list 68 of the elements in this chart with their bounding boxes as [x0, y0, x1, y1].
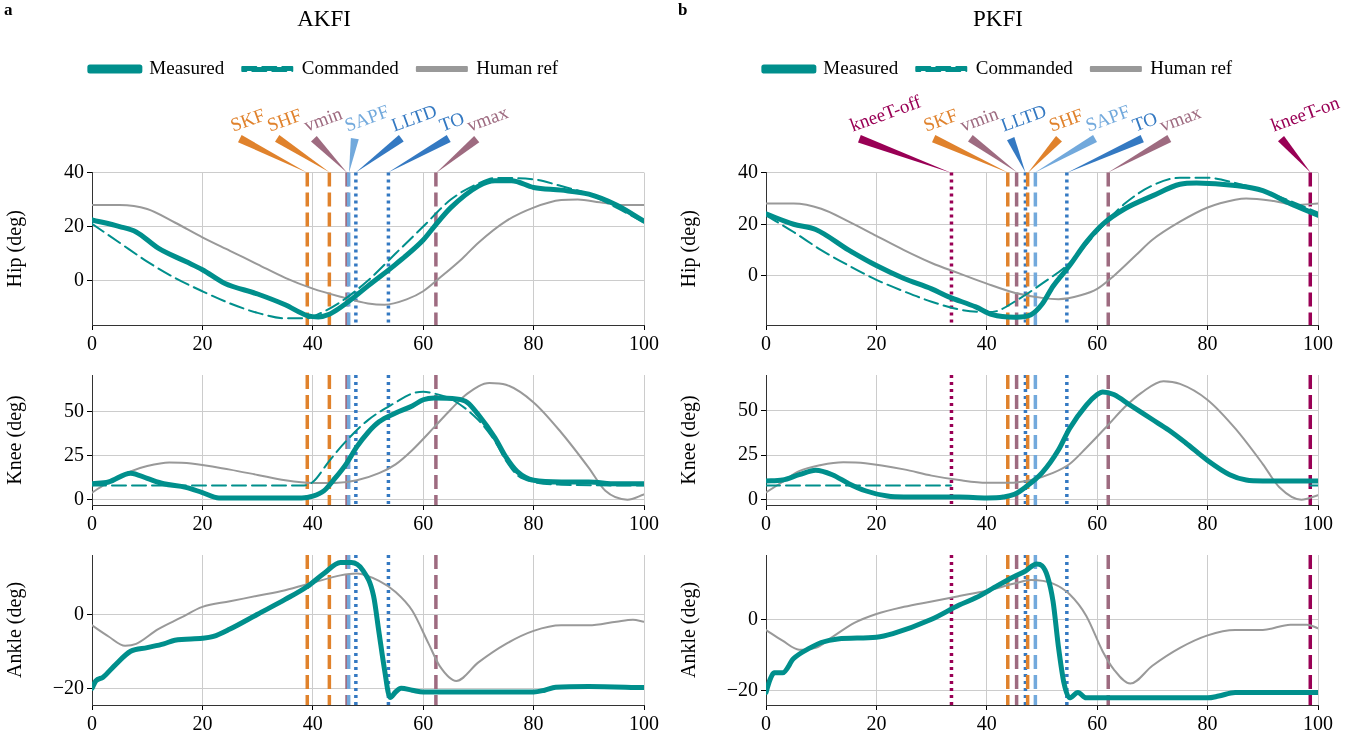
x-tick-label: 80: [1197, 332, 1218, 355]
x-tick-label: 60: [1087, 712, 1108, 735]
y-tick-label: 20: [738, 211, 758, 234]
y-tick-label: 0: [74, 267, 84, 290]
y-tick-label: −20: [726, 677, 758, 700]
line-series: [92, 572, 644, 682]
x-tick-label: 20: [866, 512, 887, 535]
x-tick-label: 40: [302, 712, 323, 735]
y-axis-title: Knee (deg): [3, 395, 27, 485]
x-tick-label: 40: [976, 332, 997, 355]
y-tick-label: 25: [64, 442, 84, 465]
y-tick-label: 0: [748, 263, 758, 286]
x-tick-label: 80: [523, 332, 544, 355]
y-tick-label: 0: [748, 486, 758, 509]
y-tick-label: 0: [74, 601, 84, 624]
x-tick-label: 100: [629, 512, 659, 535]
legend-label: Commanded: [301, 57, 400, 79]
text: b: [678, 0, 688, 19]
x-tick-label: 100: [629, 712, 659, 735]
y-tick-label: 40: [738, 159, 758, 182]
y-tick-label: 20: [64, 213, 84, 236]
x-tick-label: 80: [523, 512, 544, 535]
x-tick-label: 80: [523, 712, 544, 735]
legend-label: Commanded: [975, 57, 1074, 79]
x-tick-label: 100: [1303, 712, 1333, 735]
y-tick-label: 25: [738, 442, 758, 465]
legend-label: Human ref: [1150, 57, 1233, 79]
y-tick-label: 40: [64, 159, 84, 182]
x-tick-label: 20: [866, 332, 887, 355]
y-tick-label: 50: [738, 397, 758, 420]
legend-label: Human ref: [476, 57, 559, 79]
x-tick-label: 100: [1303, 512, 1333, 535]
x-tick-label: 40: [976, 712, 997, 735]
x-tick-label: 80: [1197, 712, 1218, 735]
x-tick-label: 20: [192, 512, 213, 535]
y-axis-title: Ankle (deg): [3, 581, 27, 679]
x-tick-label: 40: [302, 512, 323, 535]
chart-title: AKFI: [297, 5, 351, 31]
y-axis-title: Ankle (deg): [677, 581, 701, 679]
line-series: [766, 579, 1318, 685]
x-tick-label: 20: [192, 332, 213, 355]
line-series: [766, 197, 1318, 301]
legend-label: Measured: [823, 57, 899, 79]
x-tick-label: 20: [192, 712, 213, 735]
x-tick-label: 60: [1087, 332, 1108, 355]
y-tick-label: 0: [74, 486, 84, 509]
y-axis-title: Knee (deg): [677, 395, 701, 485]
x-tick-label: 100: [629, 332, 659, 355]
y-tick-label: 0: [748, 606, 758, 629]
ref-line-label: kneeT-on: [1267, 91, 1343, 136]
x-tick-label: 20: [866, 712, 887, 735]
x-tick-label: 40: [976, 512, 997, 535]
legend-label: Measured: [149, 57, 225, 79]
y-axis-title: Hip (deg): [677, 210, 701, 288]
x-tick-label: 60: [413, 512, 434, 535]
x-tick-label: 60: [413, 712, 434, 735]
y-tick-label: 50: [64, 398, 84, 421]
y-tick-label: −20: [52, 675, 84, 698]
text: a: [4, 0, 13, 19]
y-axis-title: Hip (deg): [3, 210, 27, 288]
x-tick-label: 60: [1087, 512, 1108, 535]
line-series: [92, 198, 644, 306]
x-tick-label: 80: [1197, 512, 1218, 535]
x-tick-label: 60: [413, 332, 434, 355]
x-tick-label: 100: [1303, 332, 1333, 355]
ref-line-label: SHF: [1045, 103, 1086, 136]
chart-title: PKFI: [973, 5, 1023, 31]
x-tick-label: 40: [302, 332, 323, 355]
